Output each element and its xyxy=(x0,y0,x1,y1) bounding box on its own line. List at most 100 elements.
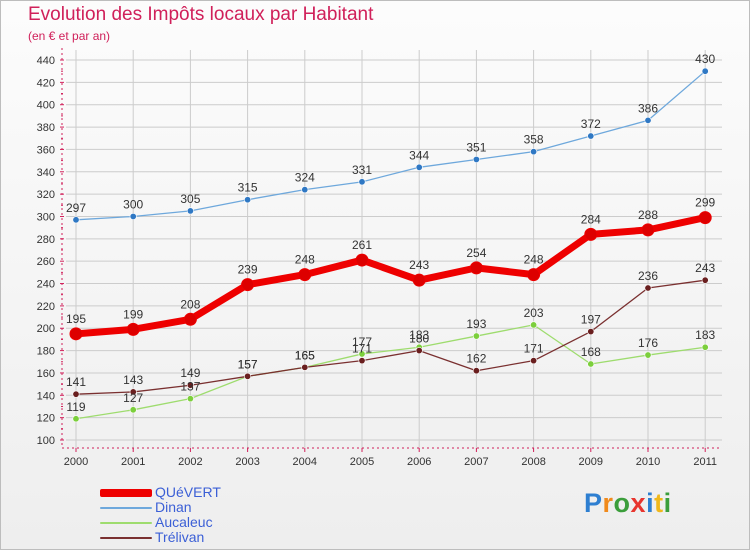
data-point xyxy=(415,347,423,355)
y-tick-label: 180 xyxy=(37,346,55,358)
legend-swatch-aucaleuc xyxy=(100,522,152,524)
data-label: 236 xyxy=(638,269,658,283)
logo-letter: t xyxy=(654,488,664,518)
data-point xyxy=(530,148,538,156)
legend-label-dinan: Dinan xyxy=(155,499,192,515)
y-tick-label: 200 xyxy=(37,323,55,335)
data-point xyxy=(129,212,137,220)
y-tick-label: 440 xyxy=(37,55,55,67)
data-label: 243 xyxy=(695,261,715,275)
data-label: 243 xyxy=(409,258,429,272)
y-tick-label: 240 xyxy=(37,279,55,291)
data-point xyxy=(72,415,80,423)
proxiti-logo: Proxiti xyxy=(584,488,672,519)
data-label: 165 xyxy=(295,348,315,362)
logo-letter: x xyxy=(630,488,647,518)
x-tick-label: 2010 xyxy=(636,456,660,468)
data-point xyxy=(186,207,194,215)
x-tick-label: 2007 xyxy=(464,456,488,468)
data-label: 197 xyxy=(581,313,601,327)
data-label: 254 xyxy=(466,246,486,260)
x-tick-label: 2004 xyxy=(293,456,317,468)
data-point xyxy=(301,363,309,371)
data-point xyxy=(298,268,312,282)
data-point xyxy=(527,268,541,282)
y-tick-label: 300 xyxy=(37,211,55,223)
data-point xyxy=(244,372,252,380)
data-point xyxy=(358,350,366,358)
logo-letter: i xyxy=(646,488,655,518)
chart-title: Evolution des Impôts locaux par Habitant xyxy=(28,4,374,25)
data-point xyxy=(472,332,480,340)
x-tick-label: 2005 xyxy=(350,456,374,468)
data-point xyxy=(587,328,595,336)
data-point xyxy=(186,395,194,403)
y-tick-label: 100 xyxy=(37,435,55,447)
logo-letter: r xyxy=(602,488,614,518)
data-label: 157 xyxy=(238,357,258,371)
data-label: 183 xyxy=(409,328,429,342)
data-point xyxy=(641,223,655,237)
data-point xyxy=(412,273,426,287)
data-point xyxy=(72,390,80,398)
data-label: 284 xyxy=(581,212,601,226)
x-tick-label: 2011 xyxy=(693,456,717,468)
data-label: 297 xyxy=(66,201,86,215)
data-label: 344 xyxy=(409,148,429,162)
data-point xyxy=(472,367,480,375)
data-point xyxy=(701,343,709,351)
data-label: 386 xyxy=(638,101,658,115)
y-tick-label: 420 xyxy=(37,77,55,89)
data-point xyxy=(126,322,140,336)
legend-label-quevert: QUéVERT xyxy=(155,484,221,500)
x-tick-label: 2009 xyxy=(579,456,603,468)
data-point xyxy=(469,261,483,275)
data-label: 195 xyxy=(66,312,86,326)
y-tick-label: 120 xyxy=(37,413,55,425)
data-label: 300 xyxy=(123,197,143,211)
legend-label-trelivan: Trélivan xyxy=(155,529,205,545)
data-point xyxy=(72,216,80,224)
data-point xyxy=(358,357,366,365)
x-tick-label: 2006 xyxy=(407,456,431,468)
data-label: 299 xyxy=(695,196,715,210)
logo-letter: i xyxy=(663,488,672,518)
legend-swatch-trelivan xyxy=(100,537,152,539)
series-line-dinan xyxy=(75,70,706,221)
data-label: 288 xyxy=(638,208,658,222)
logo-letter: P xyxy=(584,488,603,518)
y-tick-label: 160 xyxy=(37,368,55,380)
data-label: 239 xyxy=(238,263,258,277)
data-point xyxy=(129,406,137,414)
data-label: 168 xyxy=(581,345,601,359)
data-label: 248 xyxy=(524,253,544,267)
data-label: 149 xyxy=(180,366,200,380)
y-tick-label: 280 xyxy=(37,234,55,246)
data-label: 157 xyxy=(238,357,258,371)
data-point xyxy=(301,186,309,194)
data-label: 208 xyxy=(180,297,200,311)
data-point xyxy=(241,278,255,292)
data-label: 351 xyxy=(466,140,486,154)
data-label: 180 xyxy=(409,332,429,346)
data-label: 324 xyxy=(295,171,315,185)
data-point xyxy=(530,357,538,365)
data-point xyxy=(472,155,480,163)
legend-swatch-quevert xyxy=(100,489,152,497)
data-point xyxy=(415,163,423,171)
data-point xyxy=(698,211,712,225)
y-tick-label: 380 xyxy=(37,122,55,134)
data-label: 305 xyxy=(180,192,200,206)
data-label: 162 xyxy=(466,352,486,366)
data-point xyxy=(644,116,652,124)
data-label: 119 xyxy=(66,400,85,414)
data-label: 372 xyxy=(581,117,601,131)
data-label: 315 xyxy=(238,181,258,195)
y-tick-label: 400 xyxy=(37,100,55,112)
x-tick-label: 2008 xyxy=(521,456,545,468)
x-tick-label: 2000 xyxy=(64,456,88,468)
data-label: 171 xyxy=(524,342,544,356)
data-point xyxy=(69,327,83,341)
